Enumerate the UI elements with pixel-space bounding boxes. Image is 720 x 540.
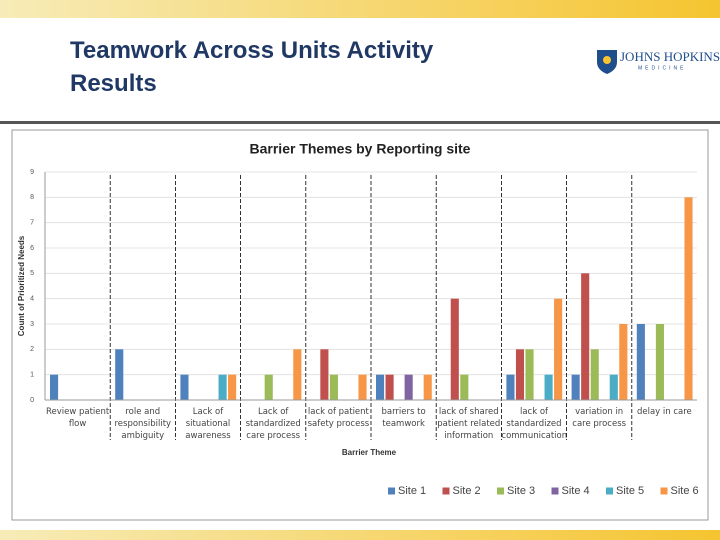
logo-name: JOHNS HOPKINS [620,49,720,64]
x-tick-label: delay in care [636,407,692,417]
legend-label: Site 1 [398,485,426,497]
bar [554,298,563,400]
x-tick-box: barriers to teamwork [381,407,426,429]
legend-label: Site 3 [507,485,535,497]
logo-sub: MEDICINE [638,65,686,71]
bottom-band [0,530,720,540]
legend-label: Site 2 [453,485,481,497]
y-axis-title: Count of Prioritized Needs [17,235,26,336]
x-tick-label: Review patient flow [45,407,110,429]
bar [50,374,59,400]
legend-swatch [606,487,613,495]
bar [609,374,618,400]
bar [228,374,237,400]
bar [180,374,189,400]
y-tick-label: 6 [30,245,34,252]
chart-frame [11,129,709,521]
chart-title: Barrier Themes by Reporting site [250,141,471,157]
x-tick-label: Lack of standardized care process [245,407,301,441]
bar [320,349,329,400]
bar [684,197,693,400]
bar [385,374,394,400]
bar [264,374,273,400]
y-tick-label: 1 [30,372,34,379]
x-tick-box: lack of patient safety process [307,407,370,429]
bar [115,349,124,400]
bar [423,374,432,400]
bar [544,374,553,400]
legend-label: Site 5 [616,485,644,497]
legend-swatch [388,487,395,495]
y-tick-label: 9 [30,169,34,176]
x-tick-box: role and responsibility ambiguity [114,407,172,441]
bar [581,273,590,400]
legend-label: Site 6 [671,485,699,497]
logo-emblem [603,56,611,64]
x-tick-label: Lack of situational awareness [185,407,231,441]
x-tick-label: barriers to teamwork [381,407,426,429]
x-axis-title: Barrier Theme [342,448,397,457]
legend-swatch [660,487,668,495]
x-tick-label: role and responsibility ambiguity [114,407,172,441]
bar [506,374,515,400]
legend-swatch [551,487,559,495]
x-tick-label: lack of standardized communication [501,407,567,441]
bar [218,374,227,400]
legend-swatch [442,487,450,495]
x-tick-label: variation in care process [572,407,627,429]
y-tick-label: 2 [30,346,34,353]
y-tick-label: 7 [30,220,34,227]
x-tick-box: Review patient flow [45,407,110,429]
bar [329,374,338,400]
top-band [0,0,720,18]
bar [404,374,413,400]
y-tick-label: 3 [30,321,34,328]
x-tick-box: lack of standardized communication [501,407,567,441]
bar [619,324,628,400]
x-tick-box: Lack of situational awareness [185,407,231,441]
x-tick-label: lack of shared patient related informati… [437,407,501,441]
slide-title: Teamwork Across Units Activity Results [70,37,434,97]
y-tick-label: 0 [30,397,34,404]
title-box: Teamwork Across Units Activity Results [70,37,434,97]
x-tick-box: variation in care process [572,407,627,429]
legend-label: Site 4 [562,485,590,497]
y-tick-label: 5 [30,270,34,277]
bar [293,349,302,400]
x-tick-label: lack of patient safety process [307,407,370,429]
bar [358,374,367,400]
x-tick-box: lack of shared patient related informati… [437,407,501,441]
bar [590,349,599,400]
y-tick-label: 4 [30,296,34,303]
legend-swatch [497,487,504,495]
bar [460,374,469,400]
x-tick-box: delay in care [636,407,692,417]
y-tick-label: 8 [30,194,34,201]
bar [450,298,459,400]
x-tick-box: Lack of standardized care process [245,407,301,441]
separator [0,121,720,124]
bar [655,324,664,400]
bar [636,324,645,400]
bar [525,349,534,400]
bar [515,349,525,400]
bar [376,374,385,400]
bar [571,374,580,400]
